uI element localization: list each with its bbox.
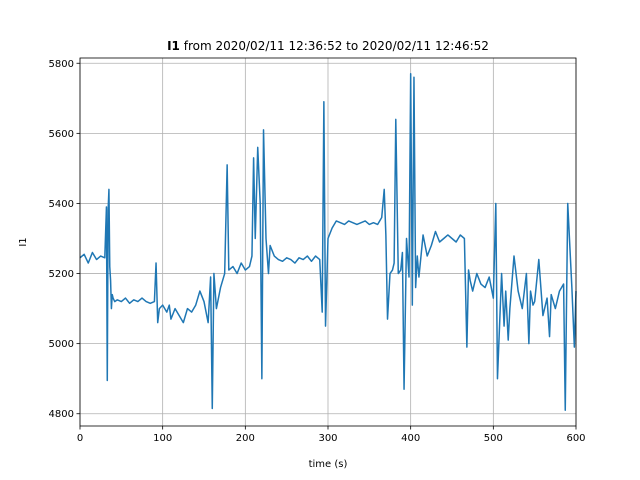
x-tick-label: 600 [566,433,585,444]
y-tick-label: 5800 [49,59,74,70]
y-tick-label: 5200 [49,269,74,280]
x-tick-label: 300 [318,433,337,444]
x-axis-label: time (s) [309,459,348,470]
x-tick-label: 500 [484,433,503,444]
x-tick-label: 200 [236,433,255,444]
chart-title: I1 from 2020/02/11 12:36:52 to 2020/02/1… [167,39,489,53]
y-tick-label: 5000 [49,339,74,350]
y-axis-ticks: 4800 5000 5200 5400 5600 5800 [49,59,80,420]
chart-title-bold: I1 [167,39,180,53]
y-axis-label: I1 [18,237,29,246]
series-line-i1 [79,73,577,411]
x-tick-label: 0 [77,433,83,444]
y-tick-label: 4800 [49,409,74,420]
chart-title-rest: from 2020/02/11 12:36:52 to 2020/02/11 1… [180,39,489,53]
x-tick-label: 400 [401,433,420,444]
y-tick-label: 5400 [49,199,74,210]
x-axis-ticks: 0 100 200 300 400 500 600 [77,426,586,444]
x-tick-label: 100 [153,433,172,444]
y-tick-label: 5600 [49,129,74,140]
